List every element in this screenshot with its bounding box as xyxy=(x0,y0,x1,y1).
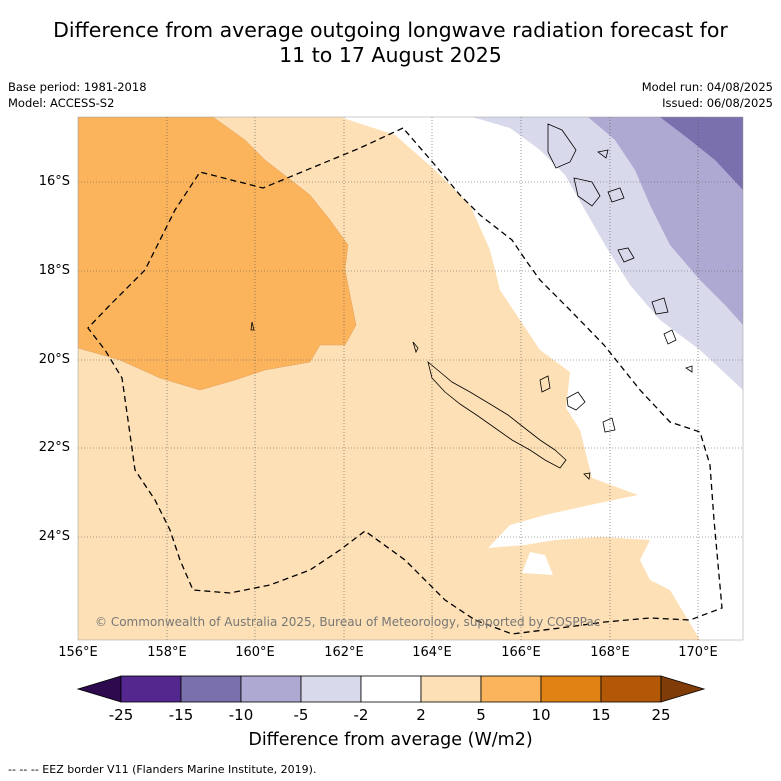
lon-label-170e: 170°E xyxy=(678,645,718,660)
tanna-outline xyxy=(651,297,669,315)
erromango-outline xyxy=(617,247,635,263)
metadata-right: Model run: 04/08/2025 Issued: 06/08/2025 xyxy=(642,79,773,111)
new-caledonia-outline xyxy=(427,360,567,469)
colorbar-tick: 25 xyxy=(651,706,671,724)
malekula-outline xyxy=(573,177,601,207)
colorbar-tick: -10 xyxy=(228,706,254,724)
colorbar-box xyxy=(300,675,362,703)
anomaly-minus5-minus10-region xyxy=(588,117,743,325)
lat-label-16s: 16°S xyxy=(38,174,70,189)
colorbar-box xyxy=(480,675,542,703)
colorbar-tick: -15 xyxy=(168,706,194,724)
eez-border-line xyxy=(87,127,723,635)
isle-of-pines-outline xyxy=(583,472,591,480)
eez-legend: -- -- -- EEZ border V11 (Flanders Marine… xyxy=(8,763,317,776)
colorbar-tick: 2 xyxy=(416,706,426,724)
colorbar-box xyxy=(360,675,422,703)
colorbar-tick: 15 xyxy=(591,706,611,724)
map-title: Difference from average outgoing longwav… xyxy=(20,18,761,68)
model-name: Model: ACCESS-S2 xyxy=(8,96,115,110)
lon-label-164e: 164°E xyxy=(412,645,452,660)
colorbar-box xyxy=(240,675,302,703)
anomaly-minus10-minus15-region xyxy=(660,117,743,190)
colorbar-box xyxy=(120,675,182,703)
model-run: Model run: 04/08/2025 xyxy=(641,80,773,94)
lon-label-162e: 162°E xyxy=(324,645,364,660)
title-line-1: Difference from average outgoing longwav… xyxy=(53,18,728,42)
lon-label-168e: 168°E xyxy=(590,645,630,660)
lon-label-158e: 158°E xyxy=(147,645,187,660)
anomaly-neutral-patch xyxy=(522,552,553,575)
efate-outline xyxy=(607,187,625,203)
belep-islands-outline xyxy=(412,341,419,354)
ouvea-outline xyxy=(539,375,551,393)
copyright-notice: © Commonwealth of Australia 2025, Bureau… xyxy=(95,615,600,629)
title-line-2: 11 to 17 August 2025 xyxy=(279,43,502,67)
colorbar-tick: -25 xyxy=(108,706,134,724)
map-panel: © Commonwealth of Australia 2025, Bureau… xyxy=(78,117,743,640)
anomaly-5-10-region xyxy=(78,117,357,391)
lat-label-22s: 22°S xyxy=(38,440,70,455)
colorbar-box xyxy=(180,675,242,703)
metadata-left: Base period: 1981-2018 Model: ACCESS-S2 xyxy=(8,79,147,111)
matthew-island-outline xyxy=(685,365,693,373)
colorbar-box xyxy=(420,675,482,703)
lon-label-166e: 166°E xyxy=(501,645,541,660)
chesterfield-reef-outline xyxy=(250,321,255,331)
colorbar-boxes xyxy=(120,675,662,703)
lon-label-156e: 156°E xyxy=(58,645,98,660)
base-period: Base period: 1981-2018 xyxy=(8,80,147,94)
colorbar-tick: -2 xyxy=(353,706,369,724)
aneityum-outline xyxy=(663,329,677,345)
lifou-outline xyxy=(566,391,586,411)
colorbar-min-extend xyxy=(76,675,122,703)
colorbar-tick: 5 xyxy=(476,706,486,724)
mare-outline xyxy=(602,417,616,433)
lat-label-20s: 20°S xyxy=(38,352,70,367)
lon-label-160e: 160°E xyxy=(235,645,275,660)
colorbar-max-extend xyxy=(660,675,706,703)
lat-label-24s: 24°S xyxy=(38,529,70,544)
colorbar-label: Difference from average (W/m2) xyxy=(248,730,533,750)
colorbar-tick: -5 xyxy=(293,706,309,724)
colorbar-box xyxy=(600,675,662,703)
colorbar-box xyxy=(540,675,602,703)
espiritu-santo-outline xyxy=(547,123,577,169)
ambae-outline xyxy=(597,149,609,159)
colorbar-tick: 10 xyxy=(531,706,551,724)
issued-date: Issued: 06/08/2025 xyxy=(662,96,773,110)
map-frame xyxy=(77,116,744,641)
lat-label-18s: 18°S xyxy=(38,263,70,278)
